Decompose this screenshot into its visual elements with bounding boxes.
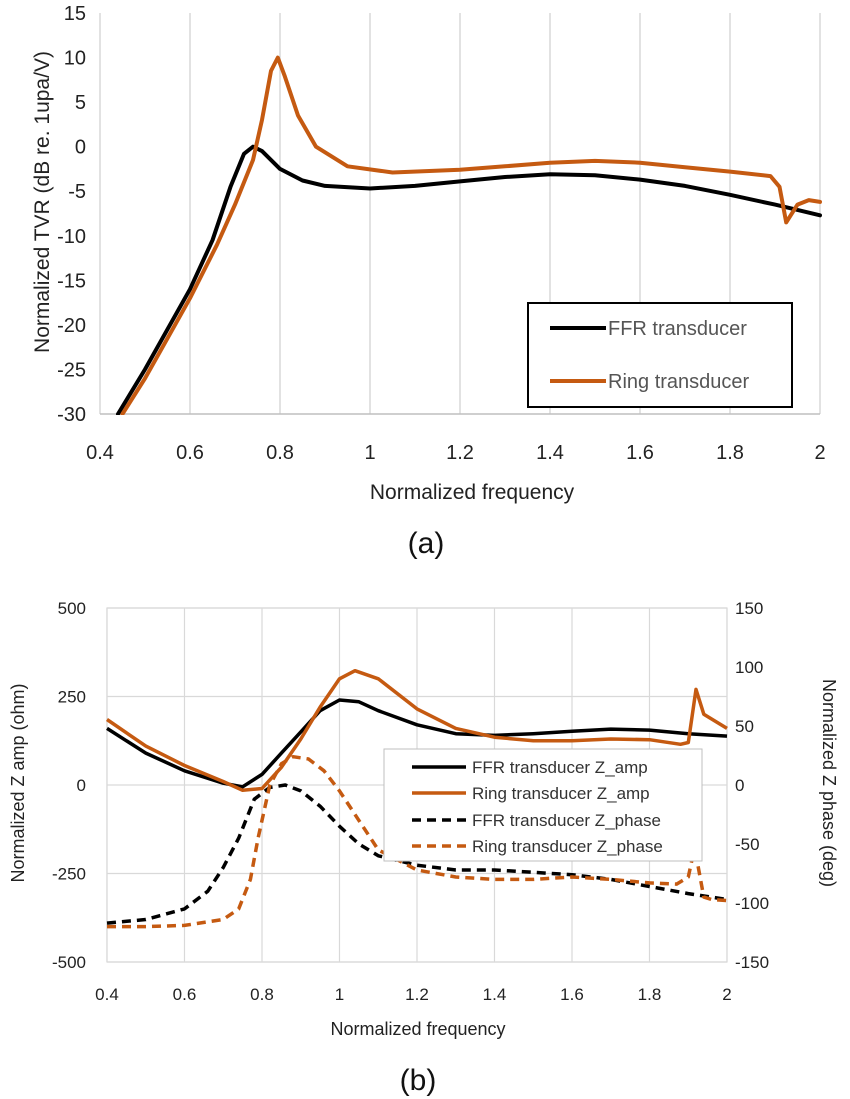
chart-b-plot-frame [106,607,728,963]
chart-a-series-lines [116,55,822,415]
chart-b-caption: (b) [400,1064,437,1097]
chart-b-legend: FFR transducer Z_amp Ring transducer Z_a… [383,748,703,862]
chart-b-y2-tick-label: 150 [735,599,763,618]
chart-b-series-lines [106,668,728,929]
chart-b-series-line-ring-phase [107,754,728,929]
chart-a-x-tick-label: 2 [814,442,825,464]
chart-a-x-tick-label: 1.2 [446,442,474,464]
chart-a-x-tick-label: 1.6 [626,442,654,464]
chart-b-x-tick-label: 0.8 [250,985,274,1004]
chart-a-x-tick-label: 1.8 [716,442,744,464]
chart-b-y2-tick-label: -50 [735,835,760,854]
chart-a-tvr: 0.4 0.6 0.8 1 1.2 1.4 1.6 1.8 2 15 10 5 0 -5 -10 -15 -2… [31,3,826,560]
chart-a-y-tick-label: 5 [75,92,86,114]
chart-b-legend-label-ring-phase: Ring transducer Z_phase [472,837,663,856]
chart-b-series-line-ring-amp [106,668,728,793]
chart-a-y-tick-label: -10 [57,226,86,248]
chart-b-x-tick-labels: 0.4 0.6 0.8 1 1.2 1.4 1.6 1.8 2 [95,985,732,1004]
chart-a-caption: (a) [408,527,445,560]
chart-b-x-axis-label: Normalized frequency [330,1019,505,1039]
chart-a-legend-label-ffr: FFR transducer [608,318,747,340]
chart-a-y-tick-label: -25 [57,359,86,381]
chart-a-x-tick-label: 1.4 [536,442,564,464]
chart-a-legend-label-ring: Ring transducer [608,371,750,393]
chart-b-y-tick-labels: 500 250 0 -250 -500 [52,599,86,972]
chart-b-y2-tick-labels: 150 100 50 0 -50 -100 -150 [735,599,769,972]
chart-b-x-tick-label: 1 [335,985,344,1004]
chart-a-series-line-ffr [116,144,822,415]
chart-b-x-tick-label: 0.4 [95,985,119,1004]
chart-b-legend-label-ffr-phase: FFR transducer Z_phase [472,811,661,830]
chart-a-y-axis-label: Normalized TVR (dB re. 1upa/V) [31,51,54,353]
chart-b-x-tick-label: 1.4 [483,985,507,1004]
chart-a-x-tick-label: 1 [364,442,375,464]
chart-b-legend-label-ffr-amp: FFR transducer Z_amp [472,758,648,777]
chart-b-impedance: 0.4 0.6 0.8 1 1.2 1.4 1.6 1.8 2 5002500-250-500 … [8,599,839,1097]
chart-a-legend: FFR transducer Ring transducer [527,302,793,408]
chart-b-y-tick-label: 250 [58,688,86,707]
chart-a-x-tick-label: 0.6 [176,442,204,464]
chart-a-y-tick-label: 0 [75,137,86,159]
chart-a-y-tick-label: -15 [57,270,86,292]
chart-a-y-tick-label: 15 [64,3,86,25]
chart-b-legend-label-ring-amp: Ring transducer Z_amp [472,784,650,803]
chart-a-series-line-ring [120,55,822,415]
chart-b-y-tick-label: -500 [52,953,86,972]
chart-b-y2-tick-label: -100 [735,894,769,913]
chart-b-y-tick-label: 500 [58,599,86,618]
chart-a-x-tick-label: 0.8 [266,442,294,464]
chart-a-x-tick-labels: 0.4 0.6 0.8 1 1.2 1.4 1.6 1.8 2 [86,442,825,464]
chart-a-x-axis-label: Normalized frequency [370,481,575,504]
chart-a-y-tick-labels: 15 10 5 0 -5 -10 -15 -20 -25 -30 [57,3,86,426]
chart-b-x-tick-label: 1.2 [405,985,429,1004]
chart-a-y-tick-label: -20 [57,315,86,337]
chart-b-y-tick-label: 0 [77,776,86,795]
chart-a-legend-box [527,302,793,408]
chart-b-x-tick-label: 1.6 [560,985,584,1004]
chart-b-y-axis-label: Normalized Z amp (ohm) [8,683,28,882]
chart-a-x-tick-label: 0.4 [86,442,114,464]
chart-b-y-tick-label: -250 [52,865,86,884]
chart-b-y2-tick-label: 50 [735,717,754,736]
chart-b-x-tick-label: 0.6 [173,985,197,1004]
chart-b-y2-tick-label: -150 [735,953,769,972]
chart-b-x-tick-label: 1.8 [638,985,662,1004]
chart-a-y-tick-label: -30 [57,404,86,426]
chart-b-x-tick-label: 2 [722,985,731,1004]
chart-b-series-line-ffr-phase [106,783,728,925]
chart-a-y-tick-label: 10 [64,48,86,70]
chart-b-y2-axis-label: Normalized Z phase (deg) [819,679,839,887]
chart-a-y-tick-label: -5 [68,181,86,203]
chart-b-y2-tick-label: 100 [735,658,763,677]
chart-b-y2-tick-label: 0 [735,776,744,795]
